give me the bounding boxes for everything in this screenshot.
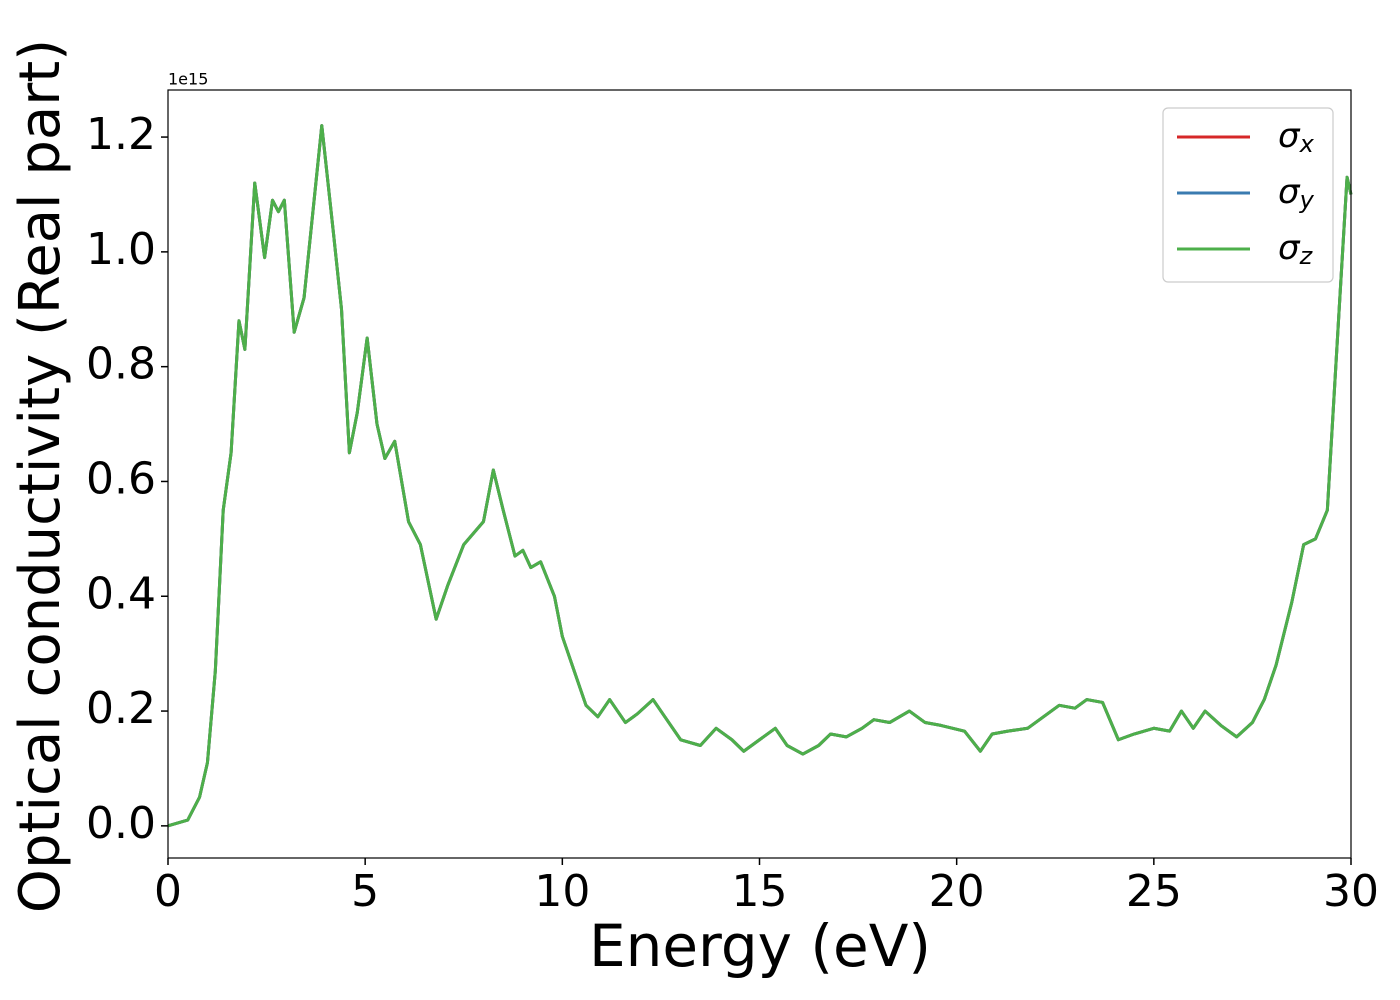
y-tick-label: 0.6 xyxy=(86,453,156,504)
x-axis-label: Energy (eV) xyxy=(589,912,931,980)
y-tick-label: 1.0 xyxy=(86,224,156,275)
x-tick-label: 10 xyxy=(534,866,590,917)
y-axis-label: Optical conductivity (Real part) xyxy=(8,39,73,913)
legend-label: σx xyxy=(1278,116,1315,159)
legend-box xyxy=(1162,107,1334,283)
x-tick-label: 20 xyxy=(929,866,985,917)
y-tick-label: 0.4 xyxy=(86,568,156,619)
x-tick-label: 25 xyxy=(1126,866,1182,917)
data-line xyxy=(167,124,1353,828)
x-tick-label: 0 xyxy=(154,866,182,917)
y-offset-label: 1e15 xyxy=(168,70,208,89)
legend-label: σy xyxy=(1278,172,1315,215)
y-tick-label: 0.2 xyxy=(86,683,156,734)
y-tick-label: 1.2 xyxy=(86,109,156,160)
legend-label: σz xyxy=(1278,228,1314,271)
plot-frame xyxy=(167,89,1352,859)
y-tick-label: 0.8 xyxy=(86,339,156,390)
y-tick-label: 0.0 xyxy=(86,798,156,849)
x-tick-label: 30 xyxy=(1323,866,1379,917)
legend: σx σy σz xyxy=(1162,107,1334,283)
x-tick-label: 15 xyxy=(732,866,788,917)
x-tick-label: 5 xyxy=(351,866,379,917)
